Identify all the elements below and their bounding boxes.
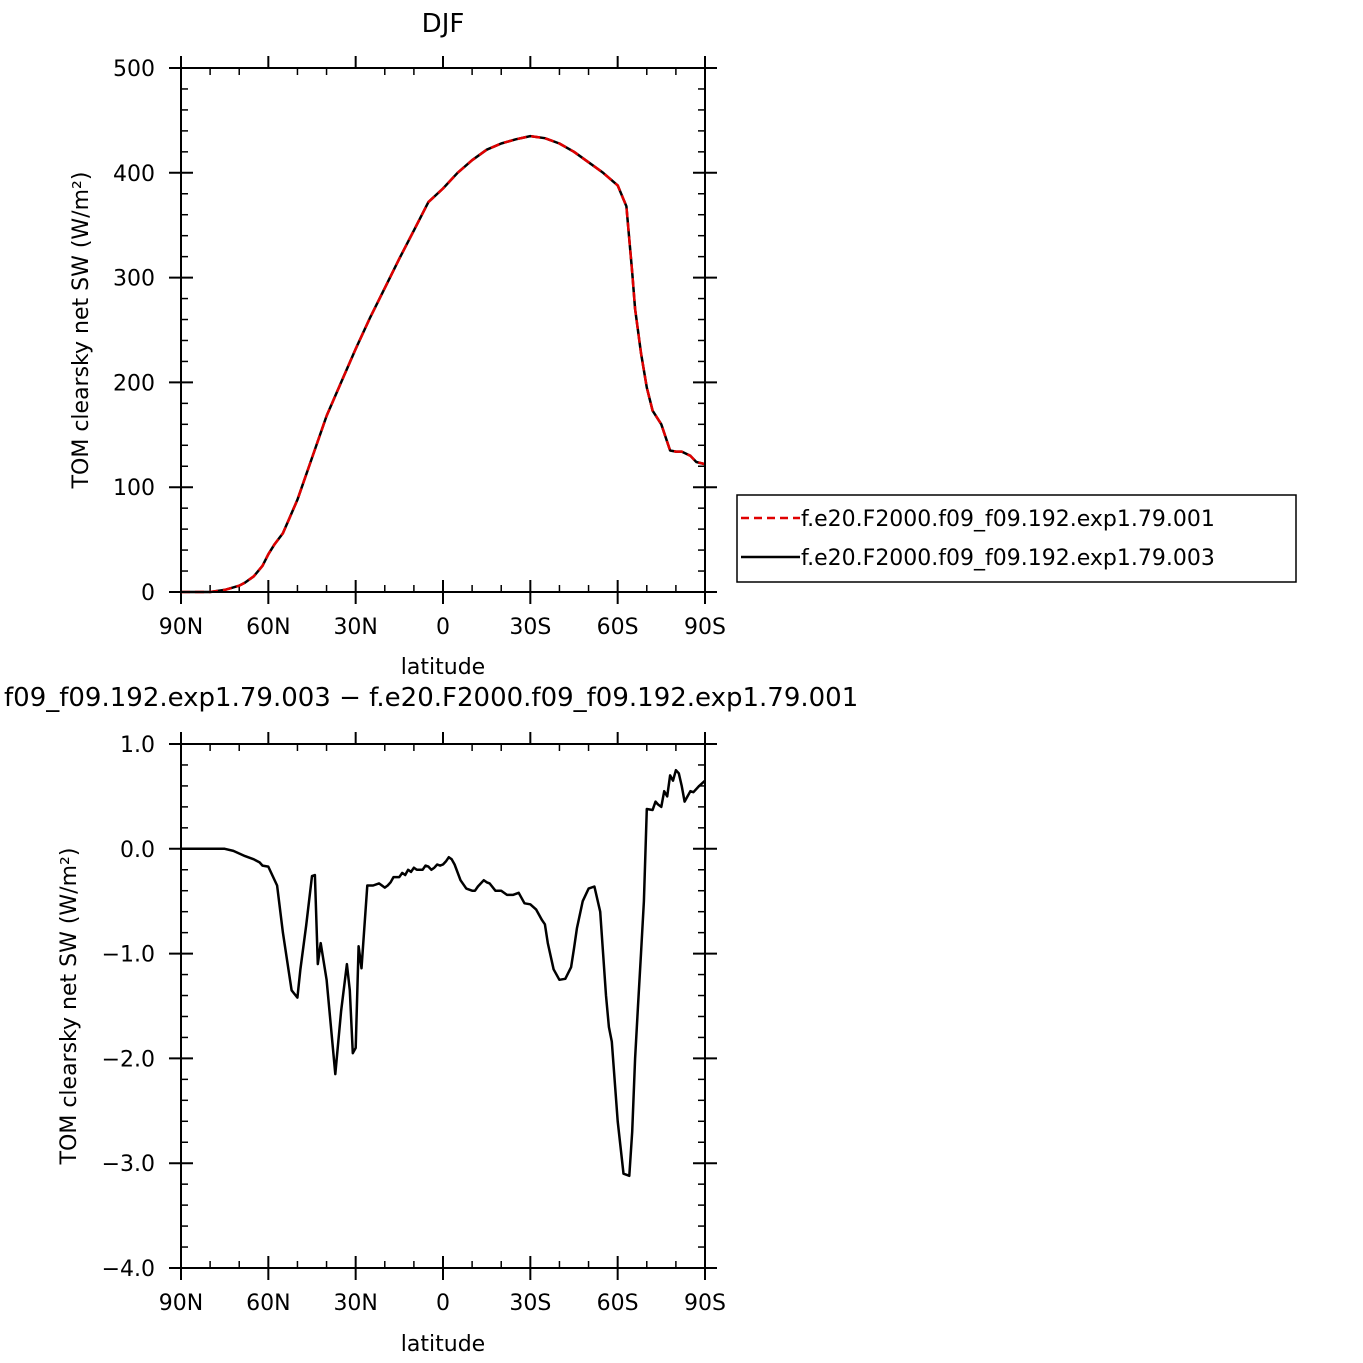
y-tick-label: −2.0 <box>102 1047 155 1072</box>
legend-label-exp001: f.e20.F2000.f09_f09.192.exp1.79.001 <box>801 507 1215 532</box>
bottom-plot-frame <box>180 743 706 1269</box>
top-series-lines <box>181 134 706 594</box>
bottom-panel-title: f09_f09.192.exp1.79.003 − f.e20.F2000.f0… <box>4 683 858 713</box>
x-tick-label: 0 <box>436 1291 450 1316</box>
y-tick-label: 0.0 <box>120 838 155 863</box>
x-tick-label: 90N <box>159 1291 203 1316</box>
top-y-axis-label: TOM clearsky net SW (W/m²) <box>69 172 94 490</box>
top-panel: DJF 90N 60N 30N 0 30S 60S 90S0100200300400500 … <box>69 9 726 680</box>
series-line-exp003 <box>181 768 706 1178</box>
y-tick-label: −1.0 <box>102 943 155 968</box>
top-plot-frame <box>180 67 706 593</box>
x-tick-label: 90S <box>684 615 726 640</box>
y-tick-label: 400 <box>113 162 155 187</box>
x-tick-label: 60S <box>597 1291 639 1316</box>
bottom-y-axis-label: TOM clearsky net SW (W/m²) <box>57 848 82 1166</box>
x-tick-label: 90N <box>159 615 203 640</box>
top-x-axis-label: latitude <box>401 655 485 680</box>
y-tick-label: −4.0 <box>102 1257 155 1282</box>
legend-box <box>736 494 1297 583</box>
x-tick-label: 60N <box>246 1291 290 1316</box>
y-tick-label: 0 <box>141 581 155 606</box>
y-tick-label: −3.0 <box>102 1152 155 1177</box>
y-tick-label: 500 <box>113 57 155 82</box>
top-axes: 90N 60N 30N 0 30S 60S 90S 0 100 200 300 400 500 <box>113 56 726 640</box>
x-tick-label: 60N <box>246 615 290 640</box>
y-tick-label: 200 <box>113 371 155 396</box>
x-tick-label: 30N <box>333 1291 377 1316</box>
bottom-panel: f09_f09.192.exp1.79.003 − f.e20.F2000.f0… <box>4 683 858 1357</box>
y-tick-label: 100 <box>113 476 155 501</box>
x-tick-label: 90S <box>684 1291 726 1316</box>
bottom-x-axis-label: latitude <box>401 1332 485 1357</box>
bottom-axes: 90N 60N 30N 0 30S 60S 90S 1.0 0.0 −1.0 −2.0 −3.0 −4.… <box>102 732 726 1316</box>
y-tick-label: 1.0 <box>120 733 155 758</box>
top-panel-title: DJF <box>422 9 465 39</box>
legend: f.e20.F2000.f09_f09.192.exp1.79.001 f.e2… <box>736 494 1297 583</box>
x-tick-label: 30S <box>509 615 551 640</box>
legend-label-exp003: f.e20.F2000.f09_f09.192.exp1.79.003 <box>801 546 1215 571</box>
x-tick-label: 30S <box>509 1291 551 1316</box>
y-tick-label: 300 <box>113 267 155 292</box>
bottom-series-lines <box>181 768 706 1178</box>
x-tick-label: 30N <box>333 615 377 640</box>
x-tick-label: 0 <box>436 615 450 640</box>
x-tick-label: 60S <box>597 615 639 640</box>
series-line-exp003 <box>181 134 706 594</box>
series-line-exp001 <box>181 134 706 594</box>
